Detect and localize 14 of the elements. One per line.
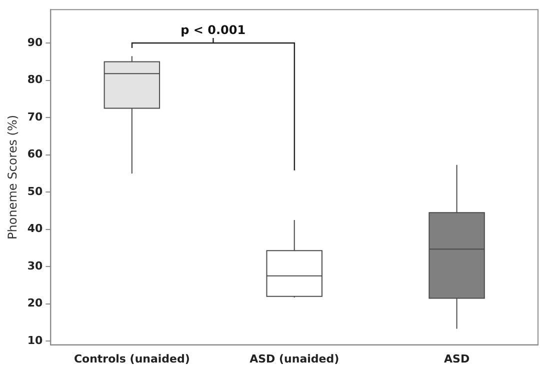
y-tick-label: 60: [27, 148, 44, 161]
y-tick-label: 50: [27, 184, 44, 198]
y-tick-label: 80: [27, 73, 44, 86]
y-tick-label: 30: [27, 259, 44, 272]
x-tick-label: ASD (unaided): [250, 352, 340, 366]
y-tick-label: 40: [27, 222, 44, 236]
y-axis-title: Phoneme Scores (%): [5, 114, 20, 240]
x-tick-label: ASD: [444, 352, 470, 366]
x-tick-label: Controls (unaided): [74, 352, 190, 366]
y-tick-label: 70: [27, 110, 44, 124]
y-tick-label: 10: [27, 334, 44, 347]
y-tick-label: 20: [27, 296, 44, 310]
y-tick-label: 90: [27, 36, 44, 49]
annotation: p < 0.001: [180, 23, 246, 38]
